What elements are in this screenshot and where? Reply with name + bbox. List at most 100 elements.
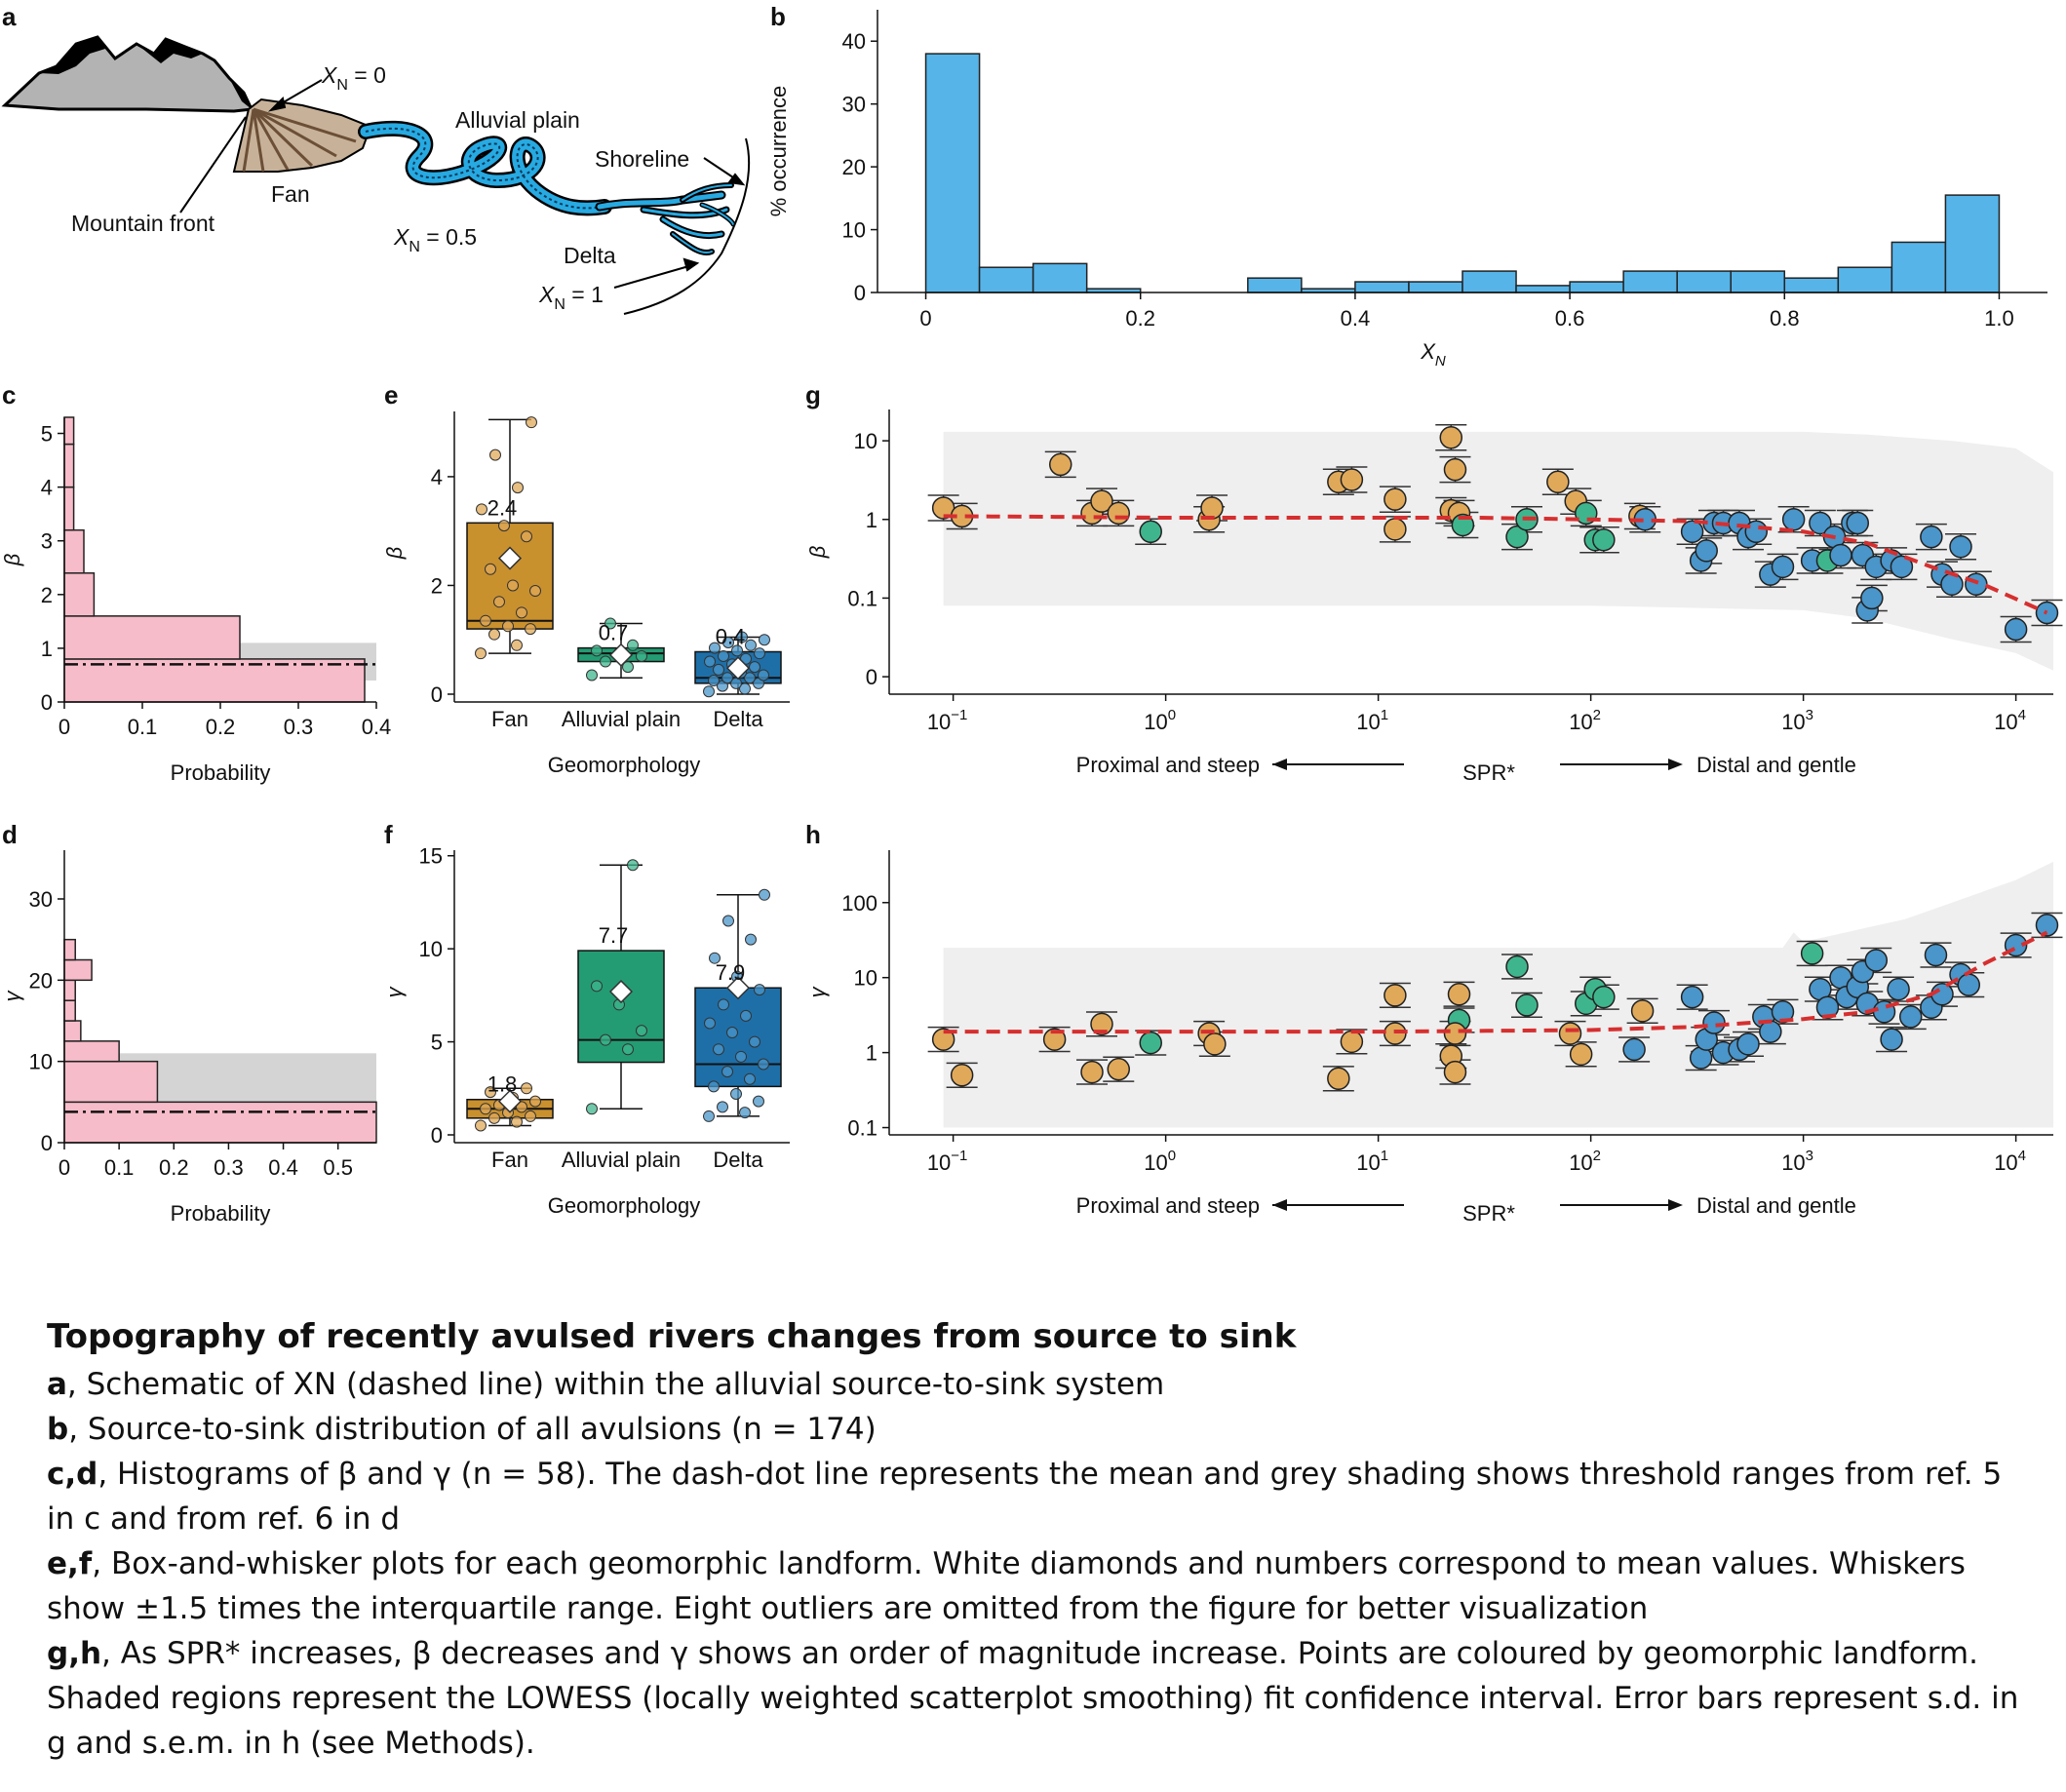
point-h-10 [1340, 1030, 1364, 1054]
bar-b-16 [1783, 277, 1840, 293]
tick-label-f-y-1: 5 [431, 1031, 443, 1055]
bar-b-6 [1247, 277, 1303, 293]
point-e-1-0 [586, 669, 598, 682]
tick-label-d-y-0: 0 [41, 1131, 53, 1155]
point-h-56 [2035, 914, 2059, 937]
tick-label-g-y-0: 10 [854, 429, 877, 453]
bar-d-3 [63, 1020, 82, 1042]
point-g-11 [1384, 487, 1407, 511]
point-f-0-5 [480, 1103, 491, 1115]
tick-label-d-x-0: 0 [58, 1155, 70, 1180]
tick-label-g-x-3: 102 [1569, 707, 1601, 734]
category-label-e-0: Fan [491, 707, 528, 731]
point-f-1-3 [636, 1025, 647, 1037]
tick-label-b-x-3: 0.6 [1555, 306, 1585, 331]
mean-label-e-0: 2.4 [487, 495, 518, 520]
tick-label-c-y-5: 5 [41, 422, 53, 447]
tick-label-c-y-1: 1 [41, 637, 53, 661]
point-h-35 [1759, 1020, 1782, 1043]
tick-label-e-y-2: 4 [431, 465, 443, 489]
axis-label-f-y: γ [382, 986, 407, 998]
point-e-0-2 [488, 628, 500, 641]
point-e-2-7 [721, 672, 733, 684]
tick-label-f-y-3: 15 [419, 844, 443, 869]
tick-label-h-y-2: 1 [866, 1041, 877, 1066]
tick-label-c-y-2: 2 [41, 583, 53, 607]
schematic-panel-a: XN = 0 Alluvial plain Shoreline Fan Moun… [1, 35, 751, 315]
point-f-0-6 [516, 1101, 527, 1113]
axis-label-f-x: Geomorphology [548, 1193, 701, 1218]
tick-label-g-y-1: 1 [866, 508, 877, 532]
label-fan: Fan [271, 181, 310, 207]
point-g-50 [1890, 555, 1914, 579]
point-f-2-2 [717, 1101, 728, 1113]
tick-label-d-y-3: 30 [29, 887, 53, 912]
bar-b-14 [1676, 270, 1732, 293]
point-e-2-5 [708, 675, 720, 687]
arrowhead-right-h [1668, 1199, 1683, 1211]
tick-label-d-y-2: 20 [29, 968, 53, 993]
tick-label-d-y-1: 10 [29, 1050, 53, 1074]
axis-label-h-x: SPR* [1462, 1201, 1515, 1226]
tick-label-c-x-0: 0 [58, 715, 70, 739]
point-e-0-0 [475, 647, 487, 660]
point-g-14 [1443, 457, 1467, 482]
point-h-36 [1771, 1000, 1795, 1024]
point-g-10 [1340, 468, 1364, 491]
bar-b-11 [1515, 285, 1571, 293]
tick-exponent-h-1: 0 [1168, 1148, 1176, 1164]
bar-b-15 [1730, 270, 1786, 293]
confidence-band-h [943, 861, 2053, 1128]
bar-b-13 [1622, 270, 1678, 293]
point-h-24 [1592, 985, 1616, 1009]
point-f-1-0 [586, 1103, 598, 1115]
tick-label-g-x-1: 100 [1144, 707, 1176, 734]
panel-letter-e: e [384, 380, 398, 409]
point-f-0-3 [525, 1110, 536, 1122]
direction-label-left-h: Proximal and steep [1076, 1193, 1260, 1218]
axis-label-c-y: β [0, 553, 24, 566]
point-e-0-15 [489, 448, 501, 461]
point-g-8 [1200, 496, 1224, 520]
point-e-2-8 [758, 669, 769, 682]
category-label-f-0: Fan [491, 1148, 528, 1172]
chart-panel-e: 2.4 Fan 0.7 Alluvial plain 0.4 Delta 0 2 4 Geomor… [382, 411, 790, 777]
point-e-0-6 [516, 606, 527, 619]
figure-caption: Topography of recently avulsed rivers ch… [47, 1311, 2036, 1766]
point-h-49 [1898, 1005, 1923, 1029]
tick-exponent-g-2: 1 [1381, 707, 1388, 723]
panel-letter-g: g [805, 380, 821, 409]
caption-title: Topography of recently avulsed rivers ch… [47, 1317, 1297, 1356]
bar-d-1 [63, 1060, 159, 1104]
point-f-2-6 [744, 1072, 756, 1085]
caption-line-a: a, Schematic of XN (dashed line) within … [47, 1367, 1165, 1402]
mean-diamond-f-1 [608, 979, 634, 1004]
bar-c-1 [63, 615, 241, 660]
mean-diamond-e-0 [497, 546, 523, 570]
point-f-0-10 [485, 1086, 496, 1099]
point-f-2-18 [709, 952, 721, 964]
point-e-2-6 [744, 672, 756, 684]
point-h-9 [1327, 1067, 1350, 1091]
tick-label-d-x-4: 0.4 [268, 1155, 298, 1180]
arrowhead-right-g [1668, 759, 1683, 770]
tick-label-h-x-3: 102 [1569, 1148, 1601, 1175]
label-xn05: XN = 0.5 [393, 224, 477, 255]
bar-b-18 [1891, 241, 1947, 293]
point-f-2-20 [722, 915, 734, 927]
point-h-45 [1864, 949, 1889, 972]
tick-label-c-x-2: 0.2 [206, 715, 236, 739]
axis-label-b-y: % occurrence [766, 86, 791, 217]
arrowhead-left-g [1272, 759, 1287, 770]
point-h-2 [1042, 1028, 1067, 1051]
point-h-0 [931, 1028, 955, 1051]
point-f-2-7 [721, 1066, 733, 1078]
axis-label-h-y: γ [805, 986, 830, 998]
bar-d-2 [63, 1040, 120, 1063]
mean-label-e-2: 0.4 [716, 625, 746, 649]
box-e-0 [466, 522, 554, 630]
point-e-0-11 [521, 530, 532, 543]
point-f-1-5 [591, 980, 603, 993]
point-h-15 [1447, 983, 1471, 1006]
axis-label-e-y: β [382, 546, 407, 560]
